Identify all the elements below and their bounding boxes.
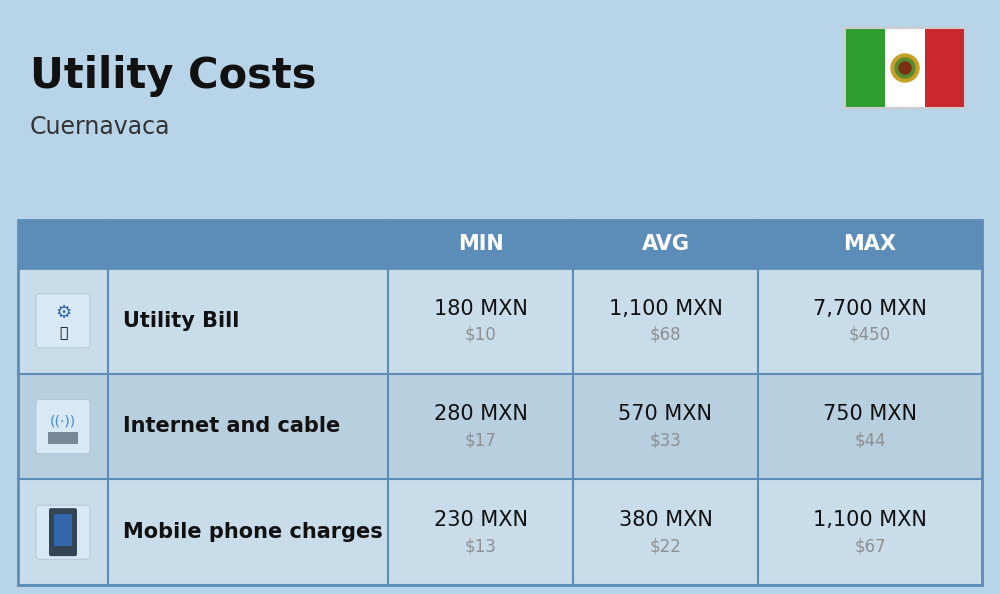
Bar [18,268,982,374]
Text: Mobile phone charges: Mobile phone charges [123,522,383,542]
Bar [18,479,982,585]
Text: $17: $17 [465,431,496,450]
Text: $33: $33 [650,431,681,450]
Circle shape [891,54,919,82]
Bar [845,28,885,108]
Bar [18,220,982,585]
Text: Internet and cable: Internet and cable [123,416,340,437]
Bar [18,220,982,268]
Text: 1,100 MXN: 1,100 MXN [813,510,927,530]
Text: 🔌: 🔌 [59,326,67,340]
Bar [54,514,72,546]
Bar [925,28,965,108]
Text: $10: $10 [465,326,496,344]
Text: $13: $13 [465,537,496,555]
Text: MAX: MAX [844,234,896,254]
Circle shape [895,58,915,78]
Text: 7,700 MXN: 7,700 MXN [813,299,927,319]
Bar [18,479,108,585]
Text: 750 MXN: 750 MXN [823,405,917,425]
FancyBboxPatch shape [36,294,90,348]
Text: 230 MXN: 230 MXN [434,510,528,530]
Text: Cuernavaca: Cuernavaca [30,115,170,139]
Text: AVG: AVG [642,234,690,254]
FancyBboxPatch shape [49,508,77,556]
Bar [885,28,925,108]
Text: $67: $67 [854,537,886,555]
Text: Utility Costs: Utility Costs [30,55,316,97]
Text: 280 MXN: 280 MXN [434,405,527,425]
Text: $22: $22 [650,537,681,555]
FancyBboxPatch shape [36,505,90,559]
Text: $68: $68 [650,326,681,344]
Text: $450: $450 [849,326,891,344]
Text: MIN: MIN [458,234,503,254]
Bar [48,431,78,444]
Text: Utility Bill: Utility Bill [123,311,239,331]
Text: $44: $44 [854,431,886,450]
Text: 570 MXN: 570 MXN [618,405,712,425]
Bar [18,374,982,479]
Bar [18,374,108,479]
Text: 180 MXN: 180 MXN [434,299,527,319]
Text: 380 MXN: 380 MXN [619,510,712,530]
Bar [18,268,108,374]
Text: 1,100 MXN: 1,100 MXN [609,299,722,319]
Text: ((·)): ((·)) [50,415,76,428]
FancyBboxPatch shape [36,400,90,453]
Circle shape [899,62,911,74]
Text: ⚙: ⚙ [55,304,71,322]
Bar [845,28,965,108]
